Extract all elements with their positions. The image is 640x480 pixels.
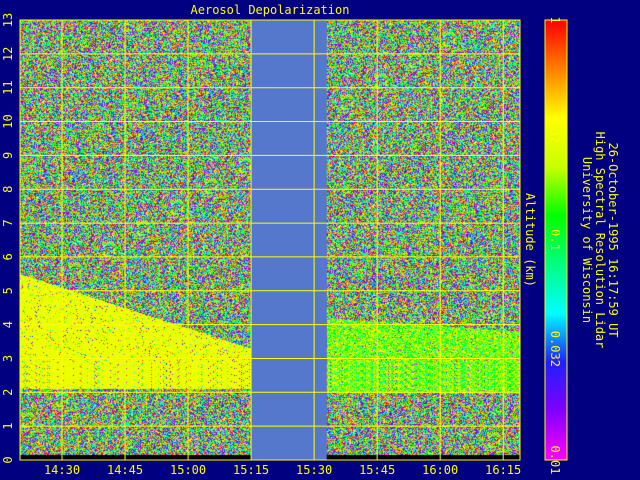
colorbar-tick-label: 0.32	[548, 114, 562, 143]
x-tick-label: 16:00	[422, 463, 458, 477]
y-tick-label: 8	[1, 186, 15, 193]
plot-area: 14:30 14:45 15:00 15:15 15:30 15:45 16:00 16:15…	[1, 13, 521, 477]
y-tick-label: 6	[1, 253, 15, 260]
x-tick-label: 15:30	[296, 463, 332, 477]
y-axis-label: Altitude (km)	[523, 193, 537, 287]
y-tick-label: 5	[1, 287, 15, 294]
y-tick-label: 7	[1, 219, 15, 226]
y-tick-label: 9	[1, 152, 15, 159]
colorbar-tick-label: 0.01	[548, 446, 562, 475]
colorbar: 1 0.32 0.1 0.032 0.01	[544, 16, 568, 474]
colorbar-gradient	[545, 20, 567, 460]
x-tick-label: 15:45	[359, 463, 395, 477]
y-tick-label: 1	[1, 423, 15, 430]
caption-institution: University of Wisconsin	[580, 157, 594, 323]
colorbar-frame	[544, 19, 568, 461]
y-tick-label: 11	[1, 80, 15, 94]
x-tick-label: 14:30	[44, 463, 80, 477]
data-gap-band	[251, 20, 327, 460]
colorbar-tick-label: 0.032	[548, 331, 562, 367]
x-tick-label: 15:00	[170, 463, 206, 477]
grid-lines	[19, 19, 521, 461]
x-tick-label: 16:15	[485, 463, 521, 477]
x-tick-label: 15:15	[233, 463, 269, 477]
y-tick-label: 13	[1, 13, 15, 27]
chart-title: Aerosol Depolarization	[191, 3, 350, 17]
y-tick-label: 12	[1, 47, 15, 61]
x-tick-label: 14:45	[107, 463, 143, 477]
caption-instrument: High Spectral Resolution Lidar	[593, 132, 607, 349]
y-tick-label: 2	[1, 389, 15, 396]
y-tick-label: 3	[1, 355, 15, 362]
caption-timestamp: 26-October-1995 16:17:59 UT	[606, 142, 620, 337]
y-tick-label: 10	[1, 114, 15, 128]
caption-block: University of Wisconsin High Spectral Re…	[580, 132, 620, 349]
colorbar-tick-label: 0.1	[548, 229, 562, 251]
y-tick-label: 4	[1, 321, 15, 328]
x-axis-tick-labels: 14:30 14:45 15:00 15:15 15:30 15:45 16:00 16:15	[44, 463, 521, 477]
colorbar-tick-labels: 1 0.32 0.1 0.032 0.01	[548, 16, 562, 474]
y-tick-label: 0	[1, 456, 15, 463]
colorbar-tick-label: 1	[548, 16, 562, 23]
